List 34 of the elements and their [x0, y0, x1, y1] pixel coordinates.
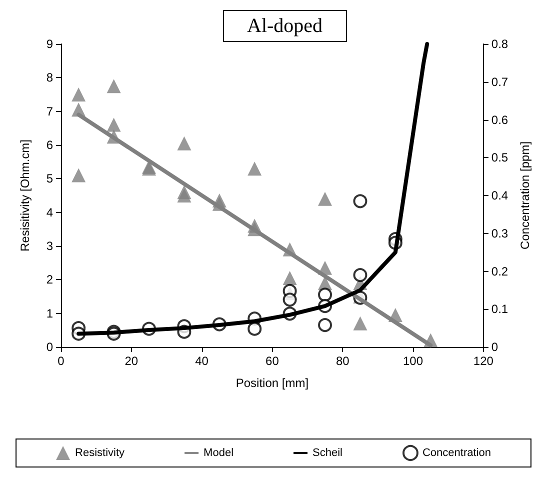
x-tick-label: 120 — [473, 354, 494, 368]
legend-label: Resistivity — [75, 447, 126, 459]
y2-tick-label: 0.2 — [491, 264, 508, 278]
legend-label: Model — [204, 447, 234, 459]
y-axis-title: Resisitivity [Ohm.cm] — [18, 139, 32, 252]
y-tick-label: 6 — [46, 138, 54, 152]
y2-tick-label: 0.4 — [491, 188, 508, 202]
y2-tick-label: 0.8 — [491, 37, 508, 51]
y-tick-label: 1 — [46, 306, 54, 320]
y-tick-label: 7 — [46, 104, 54, 118]
y-tick-label: 5 — [46, 172, 54, 186]
x-tick-label: 100 — [403, 354, 424, 368]
y2-tick-label: 0.7 — [491, 74, 508, 89]
y2-axis-title: Concentration [ppm] — [518, 141, 532, 250]
y-tick-label: 4 — [46, 205, 54, 220]
x-tick-label: 60 — [266, 354, 280, 368]
y2-tick-label: 0.1 — [491, 302, 508, 316]
x-tick-label: 0 — [58, 354, 65, 368]
chart-title: Al-doped — [247, 15, 323, 37]
y-tick-label: 9 — [46, 37, 54, 51]
y2-tick-label: 0.5 — [491, 150, 508, 165]
x-tick-label: 20 — [124, 354, 138, 368]
x-axis-title: Position [mm] — [236, 376, 309, 390]
y2-tick-label: 0 — [491, 340, 498, 354]
legend-label: Concentration — [422, 447, 491, 459]
y-tick-label: 0 — [46, 340, 54, 354]
y-tick-label: 3 — [46, 239, 54, 253]
x-tick-label: 40 — [195, 354, 209, 368]
legend-label: Scheil — [312, 447, 342, 459]
y-tick-label: 8 — [46, 70, 54, 85]
y-tick-label: 2 — [46, 272, 54, 287]
x-tick-label: 80 — [336, 354, 350, 368]
y2-tick-label: 0.6 — [491, 112, 508, 127]
y2-tick-label: 0.3 — [491, 226, 508, 240]
